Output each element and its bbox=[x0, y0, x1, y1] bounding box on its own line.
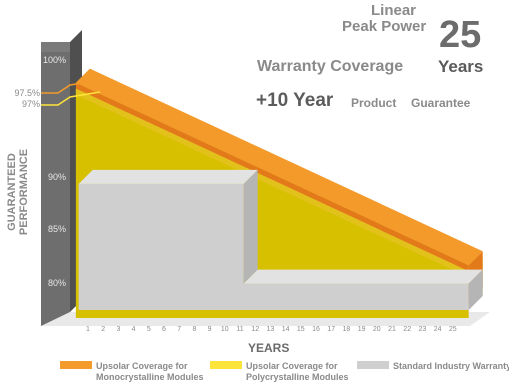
series-standard-low-top bbox=[243, 269, 483, 284]
y-tick-label: 100% bbox=[43, 55, 66, 65]
legend-label-poly-line2: Polycrystalline Modules bbox=[246, 372, 349, 382]
headline-linear: Linear bbox=[371, 2, 417, 19]
headline-warranty-coverage: Warranty Coverage bbox=[257, 58, 404, 75]
x-tick-label: 8 bbox=[192, 326, 196, 333]
legend-label-mono-line2: Monocrystalline Modules bbox=[96, 372, 204, 382]
x-tick-label: 4 bbox=[132, 326, 136, 333]
chart-ticks: 100%97.5%97%90%85%80%1 2 3 4 5 6 7 8 9 10 11 12 13 14… bbox=[14, 55, 456, 333]
chart-marks bbox=[75, 68, 483, 319]
x-tick-label: 17 bbox=[327, 326, 335, 333]
y-tick-label: 85% bbox=[48, 224, 66, 234]
x-tick-label: 23 bbox=[419, 326, 427, 333]
x-tick-label: 11 bbox=[236, 326, 243, 333]
x-tick-label: 14 bbox=[282, 326, 290, 333]
headline-25: 25 bbox=[439, 14, 482, 56]
headline-years: Years bbox=[438, 57, 484, 76]
chart-back-wall-face bbox=[41, 52, 70, 326]
x-axis-label: YEARS bbox=[248, 341, 290, 355]
series-standard-side bbox=[468, 269, 483, 310]
legend-swatch-mono bbox=[60, 361, 92, 369]
legend-swatch-standard bbox=[357, 361, 389, 369]
x-tick-label: 5 bbox=[147, 326, 151, 333]
series-poly-line-front bbox=[75, 88, 469, 278]
series-mono-line-top bbox=[75, 68, 483, 266]
x-tick-label: 13 bbox=[267, 326, 275, 333]
x-tick-label: 12 bbox=[251, 326, 259, 333]
x-tick-label: 3 bbox=[116, 326, 120, 333]
x-tick-label: 20 bbox=[373, 326, 381, 333]
y-tick-label: 97% bbox=[22, 99, 40, 109]
series-mono-line-front bbox=[75, 82, 469, 272]
headline-guarantee: Guarantee bbox=[411, 96, 471, 110]
x-tick-label: 1 bbox=[86, 326, 90, 333]
callout-line-poly bbox=[41, 91, 101, 106]
x-tick-label: 6 bbox=[162, 326, 166, 333]
x-tick-label: 15 bbox=[297, 326, 305, 333]
x-tick-label: 18 bbox=[343, 326, 351, 333]
chart-back-wall bbox=[41, 42, 70, 52]
legend-label-poly-line1: Upsolar Coverage for bbox=[246, 361, 338, 371]
legend-label-mono-line1: Upsolar Coverage for bbox=[96, 361, 188, 371]
x-tick-label: 24 bbox=[434, 326, 442, 333]
x-tick-label: 7 bbox=[177, 326, 181, 333]
y-tick-label: 97.5% bbox=[14, 88, 40, 98]
callout-line-mono bbox=[41, 78, 111, 94]
legend-label-standard: Standard Industry Warranty bbox=[393, 361, 509, 371]
headline-product: Product bbox=[351, 96, 397, 110]
y-tick-label: 80% bbox=[48, 278, 66, 288]
x-tick-label: 21 bbox=[388, 326, 396, 333]
x-tick-label: 10 bbox=[221, 326, 229, 333]
series-standard-top bbox=[78, 169, 258, 184]
x-tick-label: 25 bbox=[449, 326, 457, 333]
x-tick-label: 19 bbox=[358, 326, 366, 333]
series-standard-front bbox=[78, 183, 469, 310]
x-tick-label: 2 bbox=[101, 326, 105, 333]
headline-peak-power: Peak Power bbox=[342, 18, 427, 35]
x-tick-label: 16 bbox=[312, 326, 320, 333]
x-tick-label: 9 bbox=[208, 326, 212, 333]
legend-swatch-poly bbox=[210, 361, 242, 369]
y-tick-label: 90% bbox=[48, 172, 66, 182]
x-tick-label: 22 bbox=[403, 326, 411, 333]
series-standard-step-side bbox=[243, 169, 258, 284]
headline-plus-ten-year: +10 Year bbox=[256, 90, 334, 111]
y-axis-label: GUARANTEED PERFORMANCE bbox=[6, 148, 30, 236]
